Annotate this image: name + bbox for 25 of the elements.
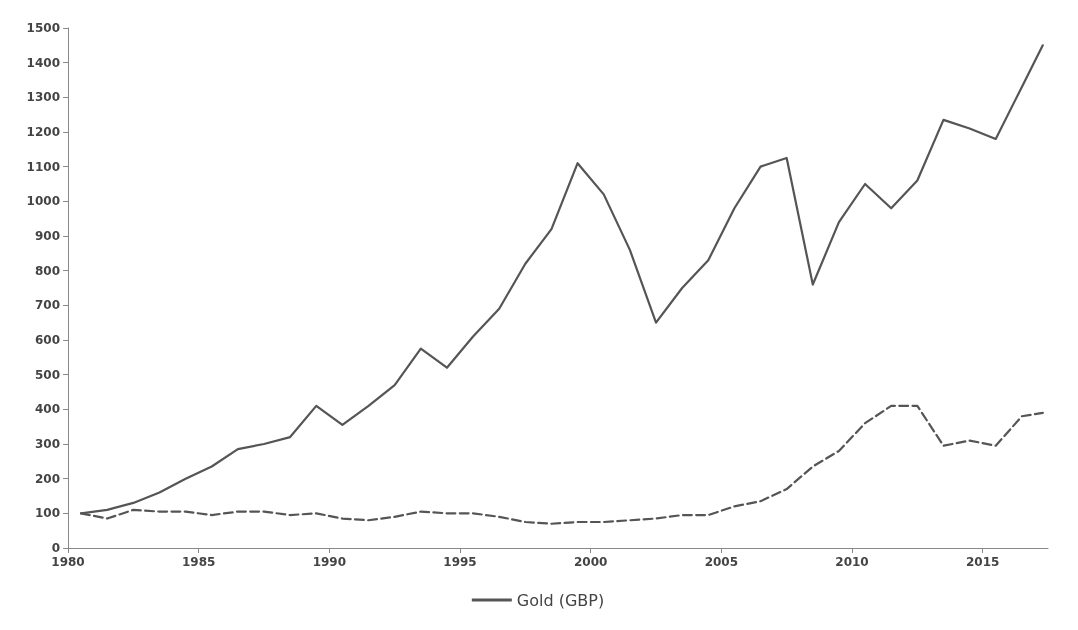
y-tick-label: 900 bbox=[34, 229, 60, 243]
x-tick-label: 1990 bbox=[312, 555, 347, 569]
x-tick-label: 2015 bbox=[965, 555, 1000, 569]
x-tick-label: 2005 bbox=[704, 555, 739, 569]
x-tick-label: 1985 bbox=[181, 555, 216, 569]
y-tick-label: 800 bbox=[34, 263, 60, 278]
legend-label: Gold (GBP) bbox=[516, 590, 605, 610]
y-tick-label: 100 bbox=[34, 506, 60, 521]
y-tick-label: 1200 bbox=[26, 125, 60, 139]
y-tick-label: 700 bbox=[34, 298, 60, 313]
y-tick-label: 400 bbox=[34, 402, 60, 417]
y-tick-label: 1300 bbox=[26, 90, 60, 105]
y-tick-label: 1400 bbox=[26, 55, 60, 70]
y-tick-label: 1500 bbox=[26, 21, 60, 35]
y-tick-label: 0 bbox=[51, 541, 60, 555]
y-tick-label: 500 bbox=[34, 367, 60, 382]
y-tick-label: 1000 bbox=[26, 194, 60, 209]
y-tick-label: 1100 bbox=[26, 159, 60, 174]
y-tick-label: 200 bbox=[34, 471, 60, 486]
x-tick-label: 1995 bbox=[443, 555, 477, 569]
y-tick-label: 600 bbox=[34, 333, 60, 347]
y-tick-label: 300 bbox=[34, 437, 60, 451]
x-tick-label: 1980 bbox=[51, 555, 85, 569]
x-tick-label: 2000 bbox=[573, 555, 608, 569]
x-tick-label: 2010 bbox=[835, 555, 869, 569]
